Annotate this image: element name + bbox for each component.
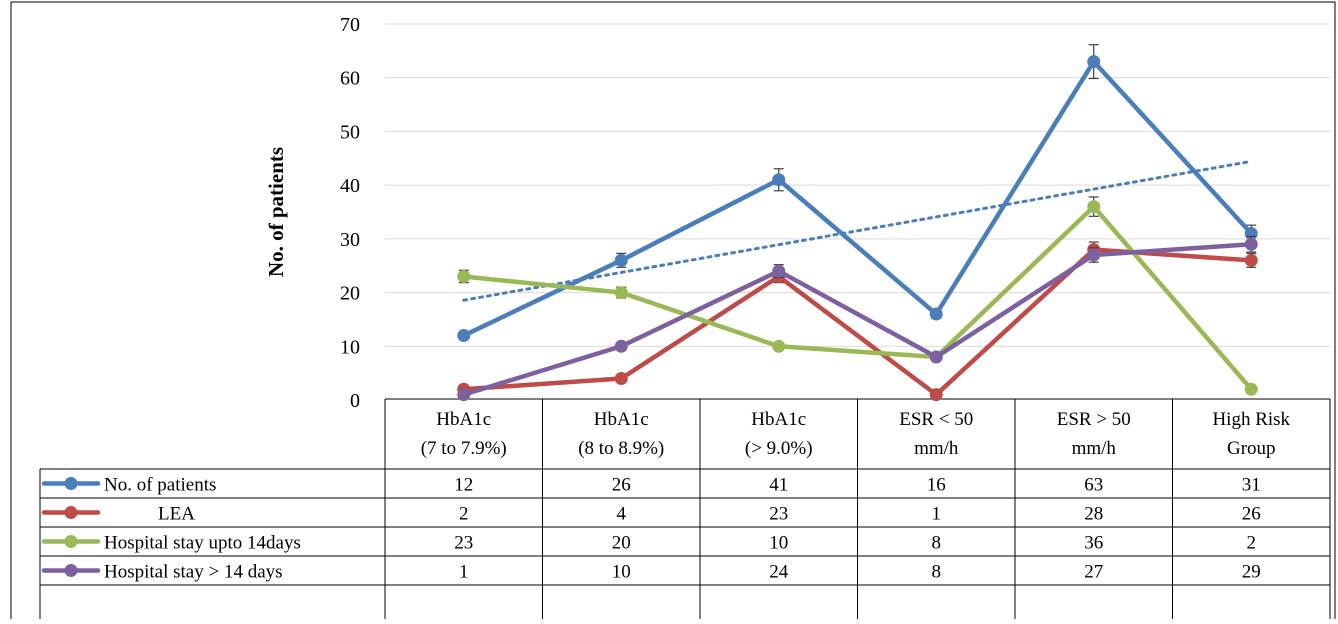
data-point <box>1244 253 1258 267</box>
table-cell-value: 1 <box>932 504 942 525</box>
table-cell-value: 63 <box>1084 475 1103 496</box>
y-tick-label: 10 <box>340 336 360 358</box>
data-point <box>1087 200 1101 214</box>
category-label: (8 to 8.9%) <box>578 438 664 459</box>
data-point <box>1087 55 1101 69</box>
series-name: Hospital stay upto 14days <box>104 533 301 554</box>
table-cell-value: 8 <box>932 562 942 583</box>
legend-key-marker <box>64 506 78 519</box>
series-line <box>462 59 1253 338</box>
data-point <box>457 329 471 343</box>
table-cell-value: 4 <box>617 504 627 525</box>
series-1 <box>457 241 1258 402</box>
table-cell-value: 36 <box>1084 533 1103 554</box>
series-0 <box>457 44 1258 343</box>
data-point <box>772 339 786 353</box>
table-cell-value: 31 <box>1242 475 1261 496</box>
trendline <box>462 159 1253 302</box>
data-point <box>614 286 628 300</box>
data-point <box>929 388 943 402</box>
data-point <box>614 372 628 386</box>
series-name: No. of patients <box>104 475 216 496</box>
data-point <box>614 339 628 353</box>
table-cell-value: 23 <box>769 504 788 525</box>
legend-key-marker <box>64 477 78 490</box>
series-name: LEA <box>158 504 195 525</box>
table-cell-value: 26 <box>612 475 631 496</box>
series-3 <box>457 235 1258 402</box>
series-line <box>463 247 1252 397</box>
data-point <box>1244 382 1258 396</box>
category-label: ESR > 50 <box>1057 409 1131 430</box>
y-tick-label: 50 <box>340 121 360 143</box>
series-line <box>463 241 1252 397</box>
table-cell-value: 2 <box>1247 533 1257 554</box>
data-point <box>772 264 786 278</box>
data-point <box>457 269 471 283</box>
category-label: mm/h <box>1072 438 1117 459</box>
table-cell-value: 10 <box>612 562 631 583</box>
y-tick-label: 20 <box>340 283 360 305</box>
data-point <box>929 350 943 364</box>
table-cell-value: 27 <box>1084 562 1103 583</box>
category-label: ESR < 50 <box>899 409 973 430</box>
table-cell-value: 2 <box>459 504 469 525</box>
table-cell-value: 26 <box>1242 504 1261 525</box>
y-tick-label: 40 <box>340 175 360 197</box>
category-label: High Risk <box>1212 409 1290 430</box>
table-cell-value: 8 <box>932 533 942 554</box>
table-cell-value: 16 <box>927 475 946 496</box>
table-cell-value: 41 <box>769 475 788 496</box>
category-label: (7 to 7.9%) <box>421 438 507 459</box>
category-label: HbA1c <box>436 409 491 430</box>
category-label: Group <box>1227 438 1276 459</box>
data-point <box>614 253 628 267</box>
category-label: HbA1c <box>751 409 806 430</box>
table-cell-value: 1 <box>459 562 469 583</box>
table-cell-value: 24 <box>769 562 789 583</box>
y-axis-title: No. of patients <box>264 147 288 277</box>
legend-key-marker <box>64 564 78 577</box>
table-cell-value: 10 <box>769 533 788 554</box>
y-tick-label: 30 <box>340 229 360 251</box>
data-point <box>457 388 471 402</box>
series-name: Hospital stay > 14 days <box>104 562 283 583</box>
table-cell-value: 23 <box>454 533 473 554</box>
legend-key-marker <box>64 535 78 548</box>
category-label: mm/h <box>914 438 959 459</box>
table-cell-value: 29 <box>1242 562 1261 583</box>
table-cell-value: 12 <box>454 475 473 496</box>
series-line <box>463 204 1253 391</box>
data-point <box>929 307 943 321</box>
data-point <box>1087 248 1101 262</box>
chart-border <box>10 1 1336 624</box>
y-tick-label: 70 <box>340 14 360 36</box>
series-2 <box>457 196 1258 396</box>
table-cell-value: 20 <box>612 533 631 554</box>
data-point <box>1244 237 1258 251</box>
y-tick-label: 60 <box>340 68 360 90</box>
category-label: (> 9.0%) <box>745 438 813 459</box>
y-tick-label: 0 <box>350 390 360 412</box>
category-label: HbA1c <box>594 409 649 430</box>
table-cell-value: 28 <box>1084 504 1103 525</box>
data-point <box>772 173 786 187</box>
